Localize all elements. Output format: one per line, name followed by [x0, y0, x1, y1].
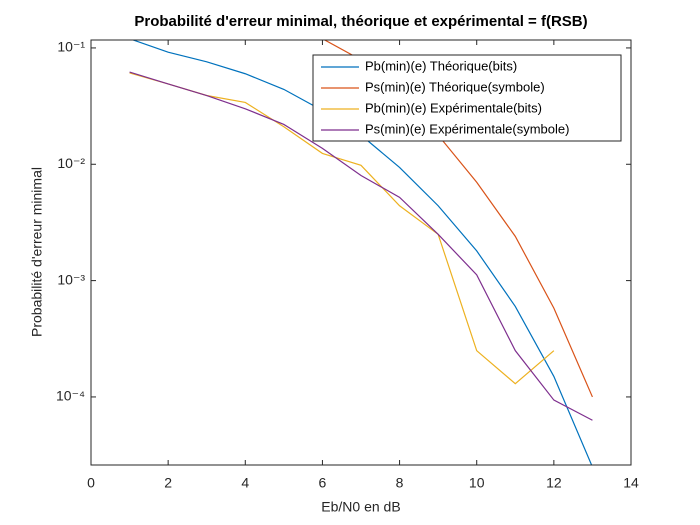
- y-tick-label: 10⁻⁴: [56, 388, 85, 404]
- chart-title: Probabilité d'erreur minimal, théorique …: [134, 13, 587, 30]
- x-tick-label: 6: [319, 475, 327, 491]
- x-tick-label: 4: [241, 475, 249, 491]
- axes-box: [90, 39, 632, 466]
- x-axis-label: Eb/N0 en dB: [321, 499, 400, 515]
- y-tick-label: 10⁻¹: [57, 39, 85, 55]
- x-tick-label: 14: [623, 475, 639, 491]
- y-tick-label: 10⁻³: [57, 271, 85, 287]
- y-axis-label: Probabilité d'erreur minimal: [29, 167, 45, 337]
- x-tick-label: 10: [469, 475, 485, 491]
- legend-label: Pb(min)(e) Théorique(bits): [365, 58, 517, 73]
- x-tick-label: 8: [396, 475, 404, 491]
- y-tick-label: 10⁻²: [57, 155, 85, 171]
- legend-label: Ps(min)(e) Expérimentale(symbole): [365, 121, 569, 136]
- x-tick-label: 12: [546, 475, 562, 491]
- legend-box: [312, 54, 622, 142]
- line: [129, 71, 593, 421]
- legend-label: Pb(min)(e) Expérimentale(bits): [365, 100, 542, 115]
- legend-label: Ps(min)(e) Théorique(symbole): [365, 79, 545, 94]
- x-tick-label: 0: [87, 475, 95, 491]
- x-tick-label: 2: [164, 475, 172, 491]
